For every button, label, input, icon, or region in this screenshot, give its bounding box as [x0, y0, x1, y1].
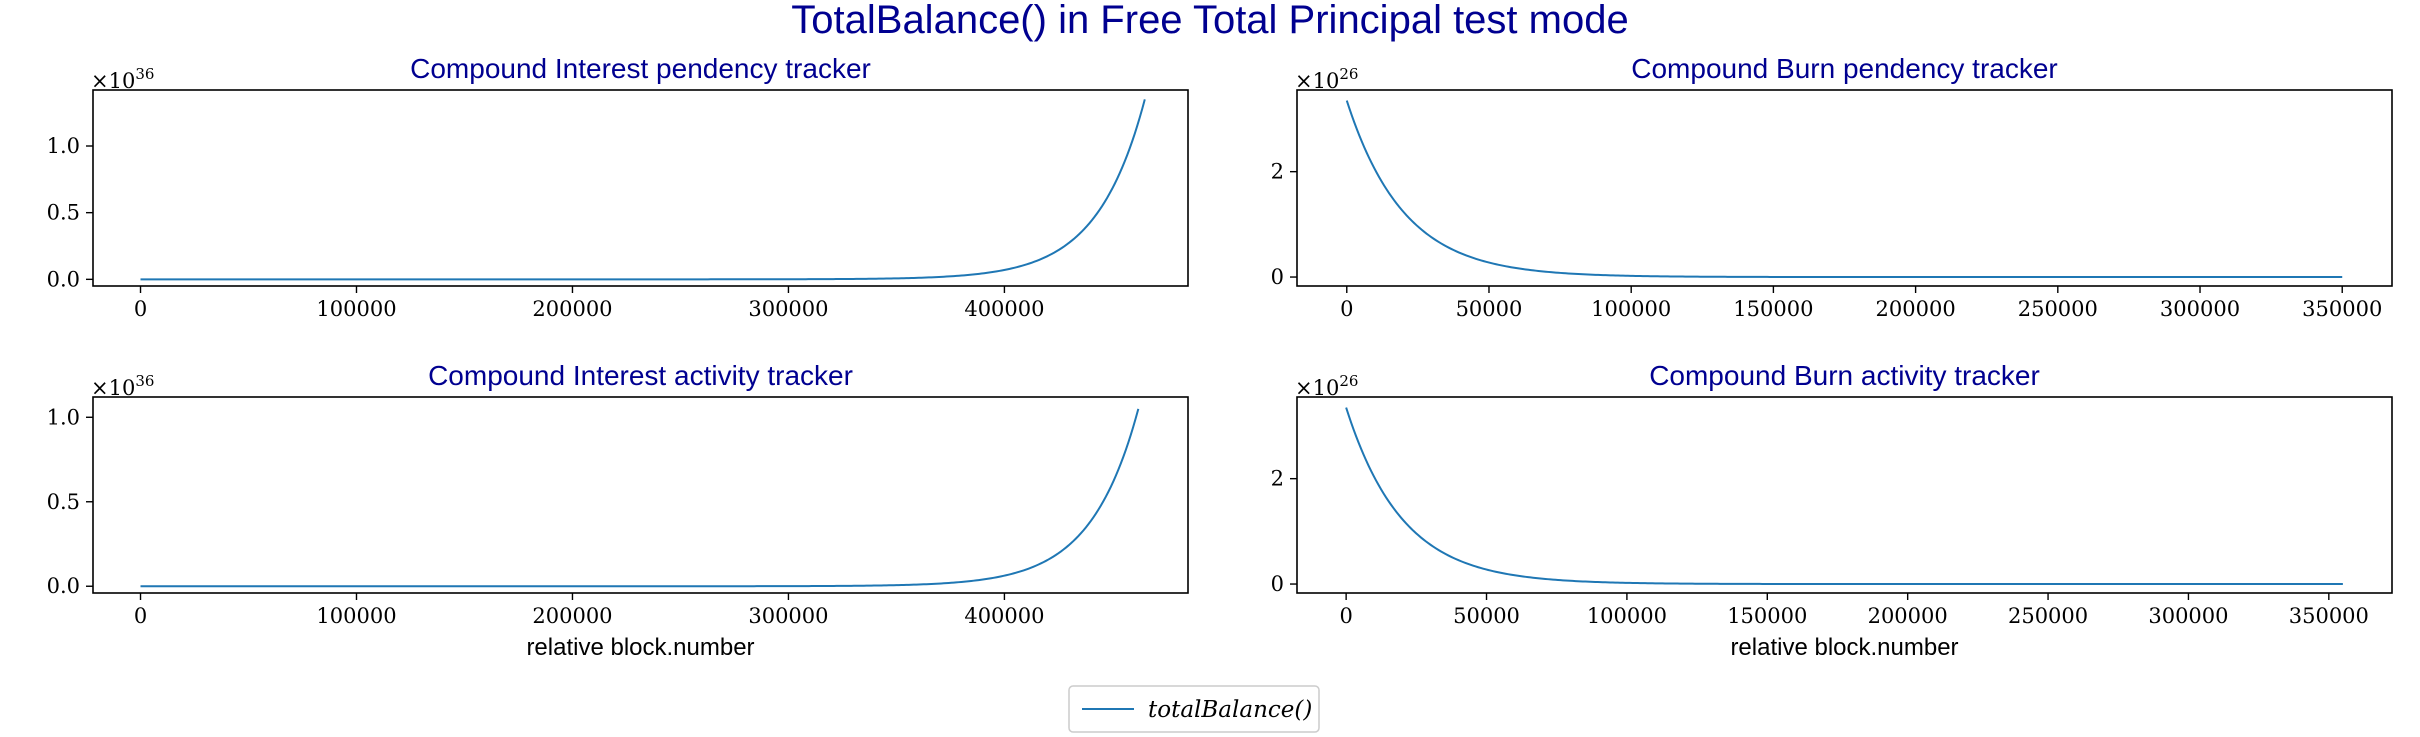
x-tick-label: 250000 [2008, 604, 2088, 628]
legend-label: totalBalance() [1148, 697, 1312, 723]
y-multiplier-exponent: 26 [1339, 65, 1358, 83]
x-tick-label: 200000 [1876, 297, 1956, 321]
subplot-4: Compound Burn activity tracker 0 50000 1000… [1271, 360, 2393, 661]
series-line-total-balance [140, 408, 1140, 588]
y-multiplier-base: ×10 [91, 376, 135, 400]
series-line-total-balance [1345, 407, 2343, 586]
y-tick-label: 2 [1271, 160, 1284, 184]
x-tick-label: 0 [134, 604, 147, 628]
subplot-1: Compound Interest pendency tracker 0 10000… [47, 53, 1189, 321]
y-multiplier-label: ×1026 [1295, 65, 1358, 93]
x-tick-label: 200000 [1868, 604, 1948, 628]
x-tick-label: 300000 [748, 297, 828, 321]
x-tick-label: 100000 [1587, 604, 1667, 628]
x-tick-label: 300000 [2148, 604, 2228, 628]
x-tick-label: 250000 [2018, 297, 2098, 321]
y-multiplier-label: ×1036 [91, 372, 154, 400]
x-tick-label: 350000 [2289, 604, 2369, 628]
x-tick-label: 300000 [748, 604, 828, 628]
figure-title: TotalBalance() in Free Total Principal t… [791, 0, 1628, 42]
subplot-grid: Compound Interest pendency tracker 0 10000… [47, 53, 2393, 661]
y-tick-label: 0.5 [47, 201, 80, 225]
y-tick-label: 0.0 [47, 267, 80, 291]
series-line-total-balance [140, 99, 1146, 281]
plot-frame [92, 396, 1189, 594]
y-tick-label: 1.0 [47, 405, 80, 429]
x-tick-label: 50000 [1453, 604, 1520, 628]
y-multiplier-label: ×1036 [91, 65, 154, 93]
y-tick-label: 1.0 [47, 134, 80, 158]
series-line-total-balance [1345, 100, 2343, 279]
x-tick-label: 0 [134, 297, 147, 321]
y-multiplier-base: ×10 [91, 69, 135, 93]
y-tick-label: 0.0 [47, 574, 80, 598]
x-tick-label: 0 [1340, 297, 1353, 321]
subplot-2: Compound Burn pendency tracker 0 50000 1000… [1271, 53, 2393, 321]
x-tick-label: 150000 [1727, 604, 1807, 628]
plot-frame [92, 89, 1189, 287]
x-axis-label: relative block.number [526, 634, 754, 661]
x-tick-label: 100000 [1591, 297, 1671, 321]
x-tick-label: 350000 [2302, 297, 2382, 321]
y-multiplier-base: ×10 [1295, 69, 1339, 93]
x-tick-label: 400000 [964, 297, 1044, 321]
y-multiplier-exponent: 36 [135, 65, 154, 83]
y-tick-label: 0 [1271, 572, 1284, 596]
x-tick-label: 200000 [532, 604, 612, 628]
x-tick-label: 0 [1339, 604, 1352, 628]
x-tick-label: 200000 [532, 297, 612, 321]
legend-box [1068, 685, 1320, 733]
x-axis-label: relative block.number [1730, 634, 1958, 661]
x-tick-label: 100000 [316, 604, 396, 628]
legend: totalBalance() [1068, 685, 1320, 733]
x-tick-label: 100000 [316, 297, 396, 321]
subplot-3: Compound Interest activity tracker 0 10000… [47, 360, 1189, 661]
subplot-title: Compound Burn activity tracker [1649, 360, 2040, 391]
subplot-title: Compound Interest pendency tracker [410, 53, 871, 84]
y-multiplier-base: ×10 [1295, 376, 1339, 400]
y-multiplier-label: ×1026 [1295, 372, 1358, 400]
x-tick-label: 300000 [2160, 297, 2240, 321]
plot-frame [1296, 396, 2393, 594]
y-multiplier-exponent: 26 [1339, 372, 1358, 390]
x-tick-label: 50000 [1456, 297, 1523, 321]
y-multiplier-exponent: 36 [135, 372, 154, 390]
y-tick-label: 0 [1271, 265, 1284, 289]
y-tick-label: 0.5 [47, 490, 80, 514]
subplot-title: Compound Interest activity tracker [428, 360, 853, 391]
y-tick-label: 2 [1271, 467, 1284, 491]
plot-frame [1296, 89, 2393, 287]
x-tick-label: 400000 [964, 604, 1044, 628]
x-tick-label: 150000 [1733, 297, 1813, 321]
subplot-title: Compound Burn pendency tracker [1631, 53, 2057, 84]
